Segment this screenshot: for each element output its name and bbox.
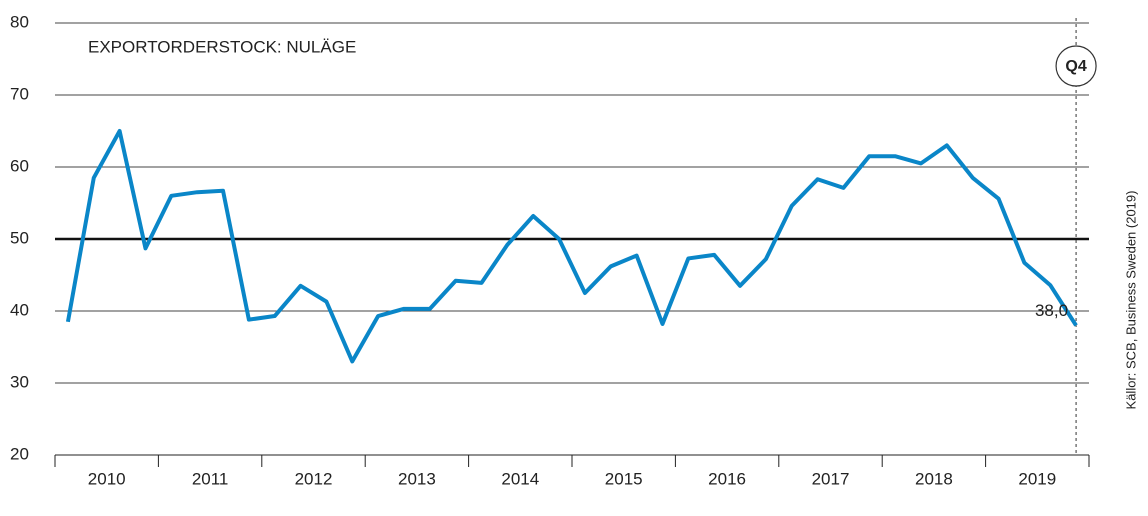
data-label: 38,0	[1035, 301, 1068, 320]
x-tick-label: 2018	[915, 469, 953, 488]
x-tick-label: 2010	[88, 469, 126, 488]
source: Källor: SCB, Business Sweden (2019)	[1123, 191, 1138, 410]
x-tick-label: 2017	[812, 469, 850, 488]
y-tick-label: 50	[10, 228, 29, 247]
marker-circle	[1055, 45, 1097, 87]
y-tick-label: 80	[10, 12, 29, 31]
y-tick-label: 40	[10, 300, 29, 319]
marker-label: Q4	[1065, 58, 1086, 75]
y-tick-label: 60	[10, 156, 29, 175]
y-tick-label: 30	[10, 372, 29, 391]
x-tick-label: 2019	[1018, 469, 1056, 488]
x-tick-label: 2016	[708, 469, 746, 488]
data-line	[65, 129, 1078, 364]
chart-title: EXPORTORDERSTOCK: NULÄGE	[88, 37, 356, 56]
x-tick-label: 2011	[192, 469, 229, 488]
x-tick-label: 2014	[501, 469, 539, 488]
x-tick-label: 2012	[295, 469, 333, 488]
y-tick-label: 20	[10, 444, 29, 463]
x-tick-label: 2013	[398, 469, 436, 488]
y-tick-label: 70	[10, 84, 29, 103]
x-tick-label: 2015	[605, 469, 643, 488]
